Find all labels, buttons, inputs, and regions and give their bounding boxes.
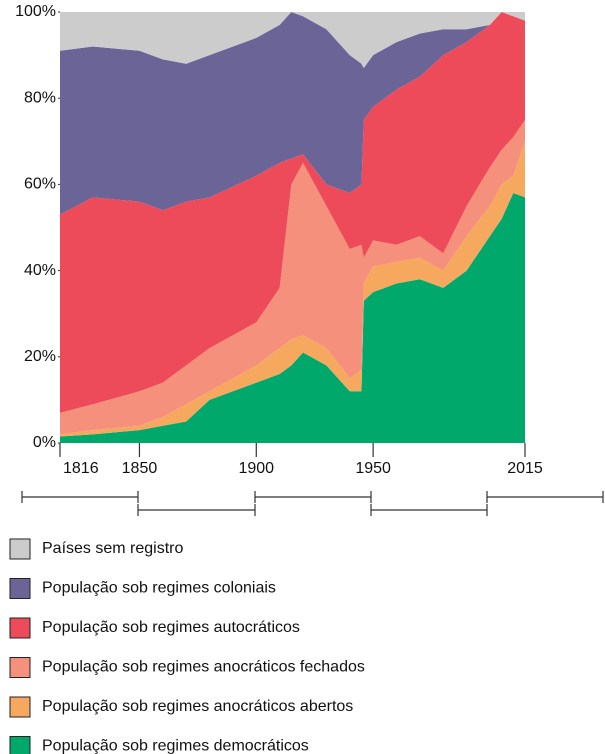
legend-label: Países sem registro	[42, 540, 183, 557]
legend-label: População sob regimes coloniais	[42, 580, 276, 597]
legend-swatch	[9, 538, 31, 560]
area	[60, 12, 525, 215]
area	[60, 12, 525, 69]
area	[60, 12, 525, 413]
x-tick-label: 1816	[63, 460, 99, 477]
x-tick-label: 1950	[355, 460, 391, 477]
timeline	[21, 491, 604, 516]
area	[60, 193, 525, 443]
y-tick-label: 0%	[33, 434, 56, 451]
legend-label: População sob regimes anocráticos fechad…	[42, 659, 365, 676]
x-tick-label: 1900	[238, 460, 274, 477]
legend-swatch	[9, 696, 31, 718]
legend-label: População sob regimes autocráticos	[42, 619, 300, 636]
y-tick-label: 60%	[24, 176, 56, 193]
y-tick-label: 20%	[24, 348, 56, 365]
x-tick-label: 2015	[507, 460, 543, 477]
legend-swatch	[9, 617, 31, 639]
y-tick-label: 80%	[24, 89, 56, 106]
y-tick-label: 100%	[15, 3, 56, 20]
legend-swatch	[9, 657, 31, 678]
legend-swatch	[9, 578, 31, 599]
x-tick-label: 1850	[122, 460, 158, 477]
legend-label: População sob regimes democráticos	[42, 738, 309, 754]
area	[60, 119, 525, 435]
legend-label: População sob regimes anocráticos aberto…	[42, 698, 353, 715]
y-tick-label: 40%	[24, 262, 56, 279]
legend-swatch	[9, 736, 31, 754]
